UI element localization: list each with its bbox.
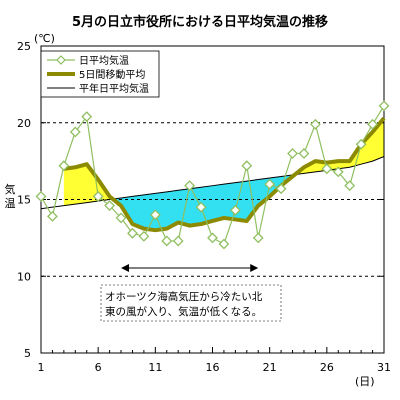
y-tick-label: 5 — [24, 347, 31, 360]
legend-label-moving-average: 5日間移動平均 — [79, 68, 145, 81]
daily-temperature-point — [264, 178, 276, 190]
daily-temperature-point — [287, 148, 298, 159]
y-tick-label: 10 — [17, 270, 31, 283]
y-axis-title: 気温 — [5, 182, 16, 210]
x-tick-label: 21 — [263, 361, 277, 374]
y-axis-title-char: 温 — [5, 197, 16, 210]
y-tick-label: 15 — [17, 194, 31, 207]
daily-temperature-point — [47, 210, 58, 222]
daily-temperature-point — [127, 227, 138, 239]
above-normal-fill — [294, 118, 384, 175]
daily-temperature-point — [161, 235, 173, 247]
x-tick-label: 11 — [148, 361, 162, 374]
daily-temperature-point — [69, 126, 81, 138]
annotation: オホーツク海高気圧から冷たい北 東の風が入り、気温が低くなる。 — [100, 264, 282, 322]
daily-temperature-point — [58, 160, 70, 172]
x-tick-label: 6 — [95, 361, 102, 374]
legend-label-normal: 平年日平均気温 — [79, 82, 149, 95]
x-tick-label: 26 — [320, 361, 334, 374]
daily-temperature-point — [275, 183, 287, 195]
series-lines — [40, 105, 386, 245]
daily-temperature-point — [321, 163, 333, 175]
daily-temperature-point — [172, 235, 184, 247]
daily-temperature-point — [184, 180, 196, 192]
x-unit-label: (日) — [355, 375, 375, 388]
moving-average-line — [63, 116, 386, 233]
daily-temperature-point — [332, 166, 344, 178]
y-unit-label: (℃) — [34, 32, 55, 45]
y-axis-title-char: 気 — [5, 182, 16, 196]
daily-temperature-point — [115, 212, 127, 224]
daily-temperature-point — [149, 209, 161, 221]
x-tick-label: 1 — [38, 361, 45, 374]
daily-temperature-point — [298, 148, 310, 159]
daily-temperature-point — [207, 232, 218, 244]
daily-temperature-point — [309, 118, 321, 130]
daily-temperature-point — [367, 118, 378, 130]
legend-daily-marker — [56, 55, 66, 65]
annotation-box — [100, 284, 282, 322]
legend-label-daily: 日平均気温 — [79, 54, 129, 67]
annotation-line-2: 東の風が入り、気温が低くなる。 — [105, 305, 262, 318]
daily-temperature-point — [355, 138, 367, 150]
daily-temperature-point — [195, 201, 207, 213]
y-tick-label: 25 — [17, 40, 31, 53]
daily-temperature-point — [104, 200, 116, 212]
daily-markers — [35, 100, 390, 250]
daily-temperature-point — [252, 232, 264, 244]
legend: 日平均気温 5日間移動平均 平年日平均気温 — [40, 50, 160, 98]
x-axis-ticks: 1 6 11 16 21 26 31 — [38, 347, 391, 374]
daily-temperature-point — [344, 180, 356, 192]
daily-temperature-point — [218, 238, 230, 250]
daily-temperature-point — [241, 160, 253, 172]
daily-temperature-point — [378, 100, 390, 112]
daily-temperature-point — [229, 204, 241, 216]
daily-temperature-point — [81, 111, 93, 123]
daily-temperature-point — [138, 230, 150, 242]
annotation-arrowhead-left — [121, 264, 130, 272]
daily-temperature-point — [35, 191, 47, 202]
x-tick-label: 31 — [377, 361, 391, 374]
annotation-line-1: オホーツク海高気圧から冷たい北 — [105, 290, 263, 303]
y-axis-ticks: 5 10 15 20 25 — [17, 40, 384, 360]
y-tick-label: 20 — [17, 117, 31, 130]
chart-title: 5月の日立市役所における日平均気温の推移 — [72, 14, 328, 30]
x-tick-label: 16 — [206, 361, 220, 374]
daily-temperature-point — [92, 191, 104, 202]
annotation-arrowhead-right — [250, 264, 259, 272]
